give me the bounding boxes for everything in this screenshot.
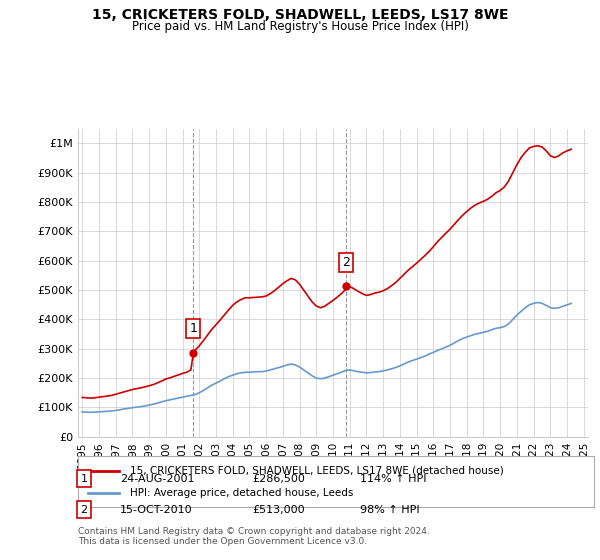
Text: £513,000: £513,000 — [252, 505, 305, 515]
Text: 2: 2 — [342, 256, 350, 269]
Text: 114% ↑ HPI: 114% ↑ HPI — [360, 474, 427, 484]
Text: £286,500: £286,500 — [252, 474, 305, 484]
Text: HPI: Average price, detached house, Leeds: HPI: Average price, detached house, Leed… — [130, 488, 353, 498]
Text: 1: 1 — [80, 474, 88, 484]
Text: 24-AUG-2001: 24-AUG-2001 — [120, 474, 194, 484]
Text: 98% ↑ HPI: 98% ↑ HPI — [360, 505, 419, 515]
Text: 1: 1 — [190, 322, 197, 335]
Text: 15-OCT-2010: 15-OCT-2010 — [120, 505, 193, 515]
Text: Contains HM Land Registry data © Crown copyright and database right 2024.
This d: Contains HM Land Registry data © Crown c… — [78, 526, 430, 546]
Text: 2: 2 — [80, 505, 88, 515]
Text: 15, CRICKETERS FOLD, SHADWELL, LEEDS, LS17 8WE: 15, CRICKETERS FOLD, SHADWELL, LEEDS, LS… — [92, 8, 508, 22]
Text: 15, CRICKETERS FOLD, SHADWELL, LEEDS, LS17 8WE (detached house): 15, CRICKETERS FOLD, SHADWELL, LEEDS, LS… — [130, 465, 503, 475]
Text: Price paid vs. HM Land Registry's House Price Index (HPI): Price paid vs. HM Land Registry's House … — [131, 20, 469, 32]
